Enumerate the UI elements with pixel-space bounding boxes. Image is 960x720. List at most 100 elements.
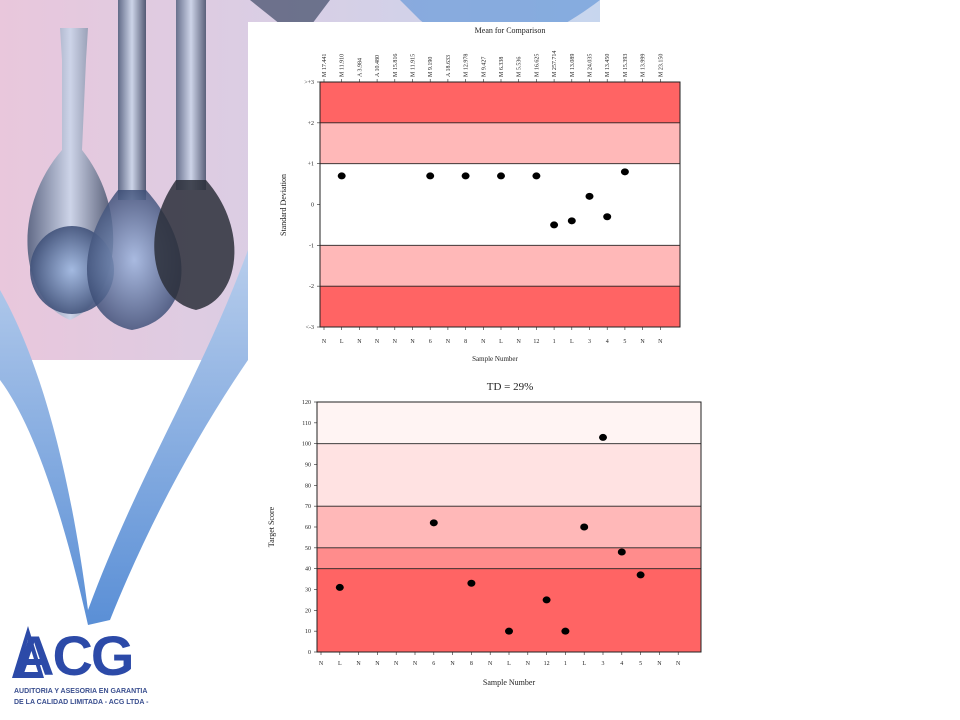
top-chart-y-ticks: >+3 +2 +1 0 -1 -2 <-3	[304, 80, 320, 331]
x-tick-label: L	[507, 661, 511, 667]
x-tick-label: N	[356, 661, 361, 667]
sample-code-label: A 18.633	[446, 55, 452, 77]
x-tick-label: N	[446, 339, 451, 345]
y-tick-label: 20	[305, 608, 311, 614]
x-tick-label: 12	[533, 339, 539, 345]
y-tick-label: 40	[305, 567, 311, 573]
x-tick-label: 4	[606, 339, 609, 345]
data-point	[429, 519, 438, 527]
x-tick-label: N	[640, 339, 645, 345]
sample-code-label: M 24.035	[588, 54, 594, 77]
band-2	[317, 506, 701, 548]
logo-line-2: DE LA CALIDAD LIMITADA - ACG LTDA -	[14, 699, 149, 706]
sample-code-label: M 16.625	[534, 54, 540, 77]
x-tick-label: N	[375, 661, 380, 667]
logo-triangle-icon	[12, 626, 44, 678]
top-chart-bands	[320, 82, 680, 327]
data-point	[585, 192, 594, 200]
sample-code-label: M 12.978	[464, 54, 470, 77]
top-chart-ylabel: Standard Deviation	[279, 174, 288, 236]
bottom-chart-band-lines	[317, 443, 701, 570]
sample-code-label: A 3.984	[357, 58, 363, 77]
flask-artwork	[27, 0, 330, 330]
data-point	[603, 213, 612, 221]
x-tick-label: 8	[470, 661, 473, 667]
x-tick-label: 6	[429, 339, 432, 345]
x-tick-label: N	[488, 661, 493, 667]
x-tick-label: N	[450, 661, 455, 667]
top-chart-band-lines	[320, 122, 680, 287]
x-tick-label: 5	[639, 661, 642, 667]
y-tick-label: 0	[311, 203, 314, 209]
bottom-chart-xlabel: Sample Number	[483, 678, 536, 687]
bottom-chart-points	[335, 433, 645, 635]
x-tick-label: N	[481, 339, 486, 345]
data-point	[532, 172, 541, 180]
y-tick-label: 50	[305, 546, 311, 552]
band-4	[320, 286, 680, 327]
x-tick-label: 3	[588, 339, 591, 345]
data-point	[461, 172, 470, 180]
y-tick-label: 120	[302, 400, 311, 406]
data-point	[636, 571, 645, 579]
sample-code-label: M 17.441	[322, 54, 328, 77]
top-chart-xlabel: Sample Number	[472, 355, 518, 363]
x-tick-label: N	[393, 339, 398, 345]
sample-code-label: M 9.427	[481, 57, 487, 77]
data-point	[335, 583, 344, 591]
data-point	[617, 548, 626, 556]
x-tick-label: N	[319, 661, 324, 667]
sample-code-label: M 13.450	[605, 54, 611, 77]
data-point	[497, 172, 505, 180]
y-tick-label: 80	[305, 483, 311, 489]
sample-code-label: M 15.393	[623, 54, 629, 77]
data-point	[550, 221, 559, 229]
sample-code-label: M 23.150	[658, 54, 664, 77]
sample-code-label: M 13.999	[641, 54, 647, 77]
bottom-chart-bands	[317, 402, 701, 652]
top-chart-title: Mean for Comparison	[475, 26, 546, 35]
data-point	[542, 596, 551, 604]
bottom-chart-title: TD = 29%	[487, 381, 534, 393]
data-point	[599, 433, 607, 441]
sample-code-label: M 11.915	[411, 54, 417, 77]
bottom-chart-x-ticks: N L N N N N 6 N 8 N L N 12 1 L 3 4 5 N N	[319, 652, 681, 667]
y-tick-label: -2	[309, 284, 314, 290]
band-4	[317, 402, 701, 444]
sample-code-label: M 5.536	[517, 57, 523, 77]
x-tick-label: L	[582, 661, 586, 667]
x-tick-label: N	[658, 339, 663, 345]
top-chart-x-ticks: N L N N N N 6 N 8 N L N 12 1 L 3 4 5 N N	[322, 327, 663, 345]
y-tick-label: 90	[305, 463, 311, 469]
y-tick-label: 60	[305, 525, 311, 531]
x-tick-label: L	[338, 661, 342, 667]
logo-brand: ACG	[14, 624, 134, 687]
target-score-chart: TD = 29% 0 10 20 30 40 50 60 70 80 90 100 110 120 N L…	[267, 381, 702, 687]
standard-deviation-chart: Mean for Comparison M 17.441 M 11.910 A 3.…	[279, 26, 681, 363]
x-tick-label: 4	[620, 661, 623, 667]
x-tick-label: N	[357, 339, 362, 345]
y-tick-label: 110	[302, 421, 311, 427]
x-tick-label: N	[413, 661, 418, 667]
data-point	[337, 172, 346, 180]
sample-code-label: M 257.714	[552, 51, 558, 77]
x-tick-label: L	[570, 339, 574, 345]
sample-code-label: M 15.816	[393, 54, 399, 77]
y-tick-label: +2	[308, 121, 314, 127]
y-tick-label: +1	[308, 162, 314, 168]
x-tick-label: N	[410, 339, 415, 345]
x-tick-label: N	[375, 339, 380, 345]
x-tick-label: 12	[544, 661, 550, 667]
y-tick-label: >+3	[304, 80, 314, 86]
y-tick-label: 30	[305, 588, 311, 594]
top-chart-sample-labels: M 17.441 M 11.910 A 3.984 A 10.480 M 15.816 M…	[322, 51, 664, 82]
bottom-chart-ylabel: Target Score	[267, 506, 276, 547]
y-tick-label: <-3	[306, 325, 314, 331]
x-tick-label: 3	[602, 661, 605, 667]
bottom-chart-y-ticks: 0 10 20 30 40 50 60 70 80 90 100 110 120	[302, 400, 317, 656]
y-tick-label: -1	[309, 243, 314, 249]
band-0	[317, 568, 701, 652]
x-tick-label: 1	[553, 339, 556, 345]
data-point	[620, 168, 629, 176]
